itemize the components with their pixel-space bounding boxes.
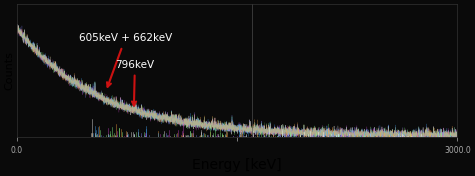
Y-axis label: Counts: Counts [4, 51, 14, 90]
Text: 796keV: 796keV [115, 60, 154, 106]
Text: 605keV + 662keV: 605keV + 662keV [79, 33, 172, 87]
X-axis label: Energy [keV]: Energy [keV] [192, 158, 282, 172]
